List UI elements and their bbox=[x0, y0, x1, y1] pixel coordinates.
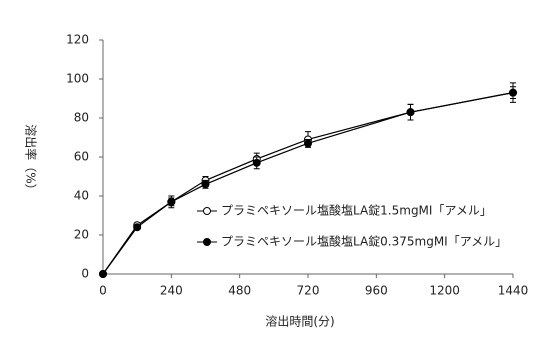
data-point bbox=[509, 88, 517, 97]
y-tick-label: 60 bbox=[74, 150, 89, 164]
x-tick-label: 960 bbox=[365, 284, 388, 298]
y-tick-label: 100 bbox=[66, 72, 89, 86]
x-tick-label: 720 bbox=[297, 284, 320, 298]
x-tick-label: 240 bbox=[160, 284, 183, 298]
data-point bbox=[406, 108, 415, 117]
data-point bbox=[133, 223, 142, 232]
y-tick-label: 40 bbox=[74, 189, 89, 203]
x-tick-label: 1200 bbox=[429, 284, 460, 298]
legend-marker bbox=[203, 207, 211, 215]
legend-marker bbox=[203, 238, 211, 246]
data-point bbox=[201, 180, 210, 189]
data-point bbox=[99, 270, 107, 278]
y-tick-label: 80 bbox=[74, 111, 89, 125]
x-tick-label: 1440 bbox=[498, 284, 529, 298]
series-line bbox=[102, 92, 514, 275]
series-line bbox=[102, 92, 514, 275]
y-tick-label: 20 bbox=[74, 228, 89, 242]
legend-label: プラミペキソール塩酸塩LA錠1.5mgMI「アメル」 bbox=[221, 203, 492, 218]
x-tick-label: 0 bbox=[99, 284, 107, 298]
y-axis-title: 溶出率（%） bbox=[24, 124, 39, 195]
legend-label: プラミペキソール塩酸塩LA錠0.375mgMI「アメル」 bbox=[221, 234, 507, 249]
data-point bbox=[252, 158, 261, 167]
data-point bbox=[304, 139, 312, 148]
x-tick-label: 480 bbox=[228, 284, 251, 298]
y-tick-label: 120 bbox=[66, 33, 89, 47]
y-tick-label: 0 bbox=[81, 267, 89, 281]
data-point bbox=[167, 197, 176, 206]
x-axis-title: 溶出時間(分) bbox=[265, 314, 334, 329]
